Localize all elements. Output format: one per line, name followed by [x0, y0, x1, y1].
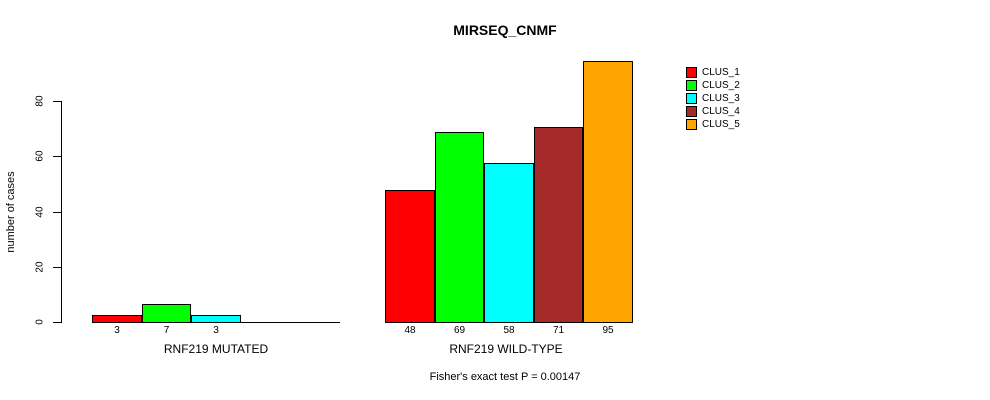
legend-swatch-clus_3 [686, 93, 697, 104]
legend-label: CLUS_5 [702, 119, 740, 130]
bar-value-label: 71 [552, 325, 565, 336]
y-tick-label: 20 [34, 261, 46, 273]
y-tick-mark [53, 156, 61, 157]
bar-clus_1-group2 [385, 190, 435, 323]
bar-clus_4-group2 [534, 127, 583, 323]
bar-clus_2-group1 [142, 304, 191, 323]
y-axis-line [61, 101, 62, 323]
bar-clus_1-group1 [92, 315, 142, 323]
bar-value-label: 3 [213, 325, 219, 336]
bar-clus_5-group2 [583, 61, 633, 323]
y-tick-label: 80 [34, 95, 46, 107]
legend-swatch-clus_2 [686, 80, 697, 91]
legend-label: CLUS_4 [702, 106, 740, 117]
legend-label: CLUS_1 [702, 67, 740, 78]
y-tick-label: 60 [34, 150, 46, 162]
bar-clus_3-group1 [191, 315, 241, 323]
y-axis-title: number of cases [5, 171, 17, 253]
bar-value-label: 58 [503, 325, 515, 336]
y-tick-mark [53, 212, 61, 213]
y-tick-mark [53, 101, 61, 102]
legend-swatch-clus_5 [686, 119, 697, 130]
group-label-mutated: RNF219 MUTATED [163, 342, 269, 356]
y-tick-mark [53, 267, 61, 268]
y-tick-mark [53, 322, 61, 323]
fisher-test-note: Fisher's exact test P = 0.00147 [429, 371, 581, 383]
group-label-wild-type: RNF219 WILD-TYPE [449, 342, 563, 356]
bar-value-label: 48 [404, 325, 416, 336]
legend-label: CLUS_3 [702, 93, 740, 104]
bar-clus_2-group2 [435, 132, 484, 323]
legend-swatch-clus_4 [686, 106, 697, 117]
bar-value-label: 7 [163, 325, 170, 336]
bar-value-label: 95 [602, 325, 614, 336]
chart-title: MIRSEQ_CNMF [453, 22, 557, 38]
bar-clus_3-group2 [484, 163, 534, 323]
legend-label: CLUS_2 [702, 80, 740, 91]
bar-value-label: 3 [114, 325, 120, 336]
y-tick-label: 40 [34, 206, 46, 218]
y-tick-label: 0 [34, 319, 46, 325]
legend-swatch-clus_1 [686, 67, 697, 78]
bar-value-label: 69 [453, 325, 466, 336]
